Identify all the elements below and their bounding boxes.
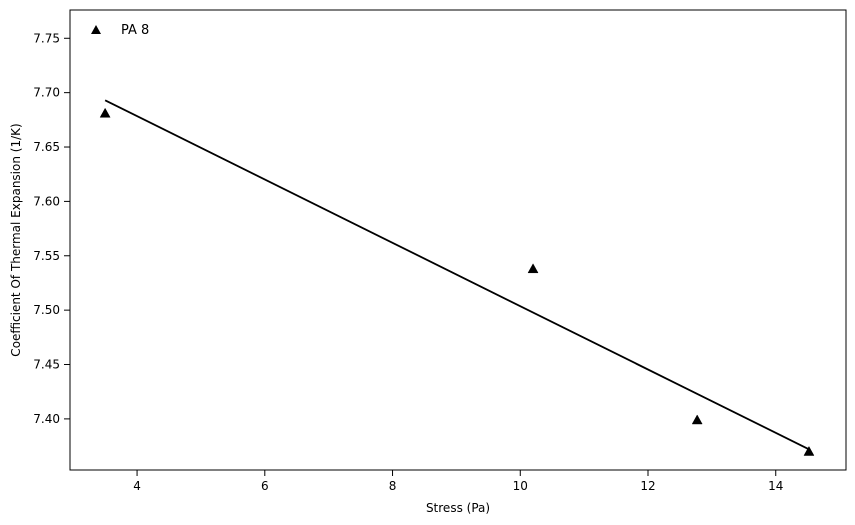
legend-label: PA 8 [121,23,149,38]
data-point [99,107,111,118]
x-tick-label: 8 [389,479,397,493]
x-tick-label: 14 [768,479,783,493]
fit-line-layer [104,99,810,451]
x-axis-label: Stress (Pa) [426,501,490,515]
x-tick-label: 6 [261,479,269,493]
y-tick-label: 7.45 [33,358,60,372]
x-axis-ticks: 4 6 8 10 12 14 [133,470,783,493]
y-tick-label: 7.50 [33,303,60,317]
legend-marker-triangle-icon [91,25,101,34]
y-tick-label: 7.65 [33,140,60,154]
data-point [691,414,703,425]
y-tick-label: 7.60 [33,194,60,208]
y-tick-label: 7.70 [33,86,60,100]
x-tick-label: 10 [513,479,528,493]
y-axis-label: Coefficient Of Thermal Expansion (1/K) [9,123,23,356]
data-point [527,263,539,274]
legend: PA 8 [91,23,149,38]
x-tick-label: 12 [640,479,655,493]
trend-line [104,99,810,451]
y-tick-label: 7.75 [33,31,60,45]
x-tick-label: 4 [133,479,141,493]
plot-area [69,9,847,471]
y-tick-label: 7.55 [33,249,60,263]
data-points-layer [99,107,815,456]
data-point [803,445,815,456]
y-axis-ticks: 7.40 7.45 7.50 7.55 7.60 7.65 7.70 7.75 [33,31,70,426]
y-tick-label: 7.40 [33,412,60,426]
